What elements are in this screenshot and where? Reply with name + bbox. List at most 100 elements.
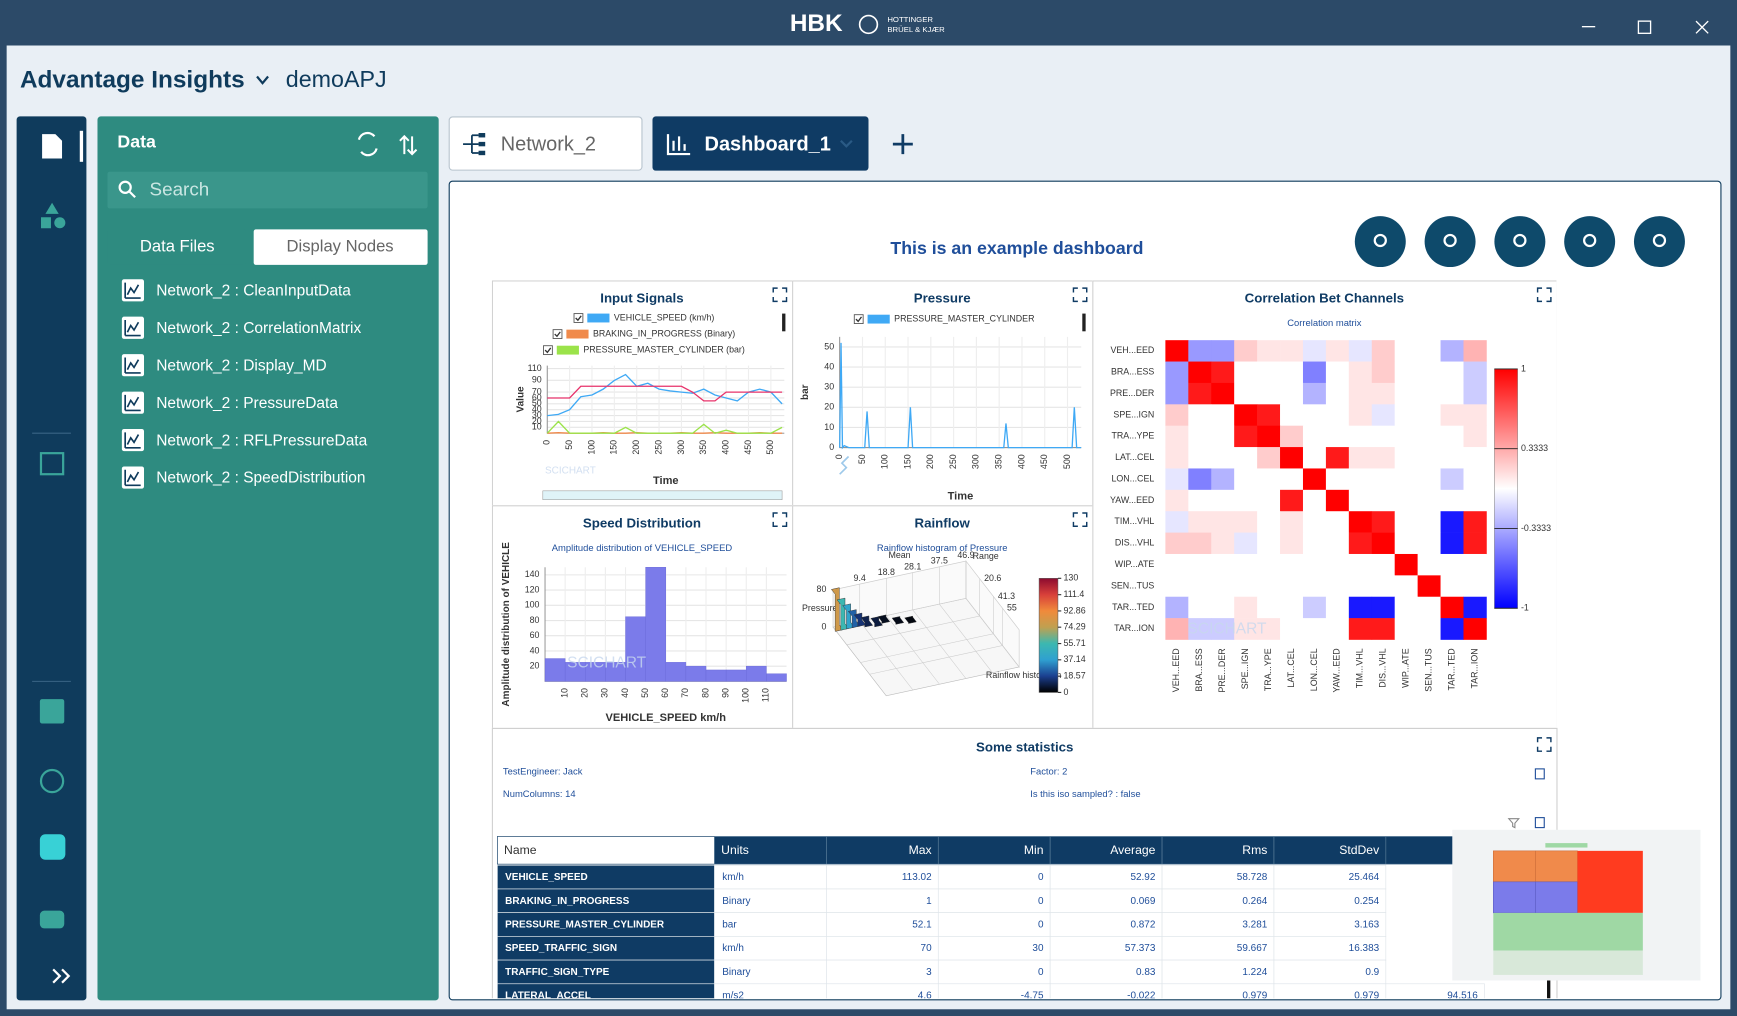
legend-item[interactable]: BRAKING_IN_PROGRESS (Binary) bbox=[552, 328, 735, 339]
heatmap-cell bbox=[1302, 532, 1327, 555]
heatmap-cell bbox=[1394, 489, 1418, 512]
expand-button[interactable] bbox=[1072, 512, 1088, 527]
heatmap-cell bbox=[1234, 532, 1258, 555]
nav-list[interactable] bbox=[39, 452, 65, 476]
heatmap-cell bbox=[1280, 425, 1304, 448]
nav-help[interactable] bbox=[39, 768, 65, 794]
refresh-button[interactable] bbox=[357, 131, 378, 157]
data-item[interactable]: Network_2 : CorrelationMatrix bbox=[121, 316, 362, 339]
network-icon bbox=[463, 134, 479, 154]
row-name: LATERAL_ACCEL bbox=[505, 991, 591, 1002]
expand-button[interactable] bbox=[1072, 287, 1088, 303]
table-value: 0.979 bbox=[1242, 991, 1267, 1002]
sort-button[interactable] bbox=[399, 134, 418, 156]
colorbar bbox=[1038, 578, 1059, 693]
chart-title: Input Signals bbox=[600, 291, 683, 306]
data-item[interactable]: Network_2 : PressureData bbox=[121, 391, 338, 414]
nav-assistant[interactable] bbox=[39, 834, 66, 860]
data-item[interactable]: Network_2 : CleanInputData bbox=[121, 279, 351, 302]
copy-button[interactable] bbox=[1534, 768, 1545, 780]
z-tick-label: 0 bbox=[821, 621, 826, 631]
heatmap-cell bbox=[1394, 447, 1418, 469]
heatmap-cell bbox=[1348, 468, 1373, 491]
heatmap-cell bbox=[1463, 532, 1487, 555]
table-value: 0.872 bbox=[1130, 919, 1155, 930]
heatmap-cell bbox=[1188, 511, 1212, 533]
heatmap-cell bbox=[1440, 340, 1464, 362]
row-label: TRA...YPE bbox=[1111, 431, 1154, 441]
data-item[interactable]: Network_2 : RFLPressureData bbox=[121, 429, 368, 452]
y-tick-label: 100 bbox=[525, 600, 540, 610]
table-value: 0 bbox=[1038, 872, 1044, 883]
copy-button[interactable] bbox=[1534, 817, 1545, 829]
legend-label: BRAKING_IN_PROGRESS (Binary) bbox=[593, 328, 735, 338]
zoom-out-button[interactable] bbox=[1494, 216, 1546, 268]
nav-shapes-dot bbox=[54, 217, 66, 229]
table-value: m/s2 bbox=[722, 991, 744, 1002]
zoom-in-button[interactable] bbox=[1354, 216, 1406, 268]
watermark: SCICHART bbox=[1188, 620, 1267, 637]
tab-display-nodes[interactable] bbox=[253, 229, 428, 265]
fit-button[interactable] bbox=[1424, 216, 1476, 268]
table-value: km/h bbox=[722, 872, 744, 883]
chart-title: Speed Distribution bbox=[583, 516, 701, 531]
heatmap-cell bbox=[1371, 618, 1396, 640]
x-tick-label: 0 bbox=[834, 454, 844, 459]
legend-item[interactable]: VEHICLE_SPEED (km/h) bbox=[573, 312, 714, 323]
x-tick-label: 100 bbox=[586, 440, 596, 455]
dashboard-tab[interactable] bbox=[652, 116, 869, 171]
heatmap-cell bbox=[1302, 511, 1327, 533]
data-item[interactable]: Network_2 : SpeedDistribution bbox=[121, 466, 366, 489]
heatmap-cell bbox=[1463, 447, 1487, 469]
expand-button[interactable] bbox=[1536, 737, 1552, 752]
stats-field: Factor: 2 bbox=[1030, 766, 1067, 777]
tab-dropdown[interactable] bbox=[840, 139, 853, 148]
app-dropdown[interactable] bbox=[256, 75, 269, 85]
grid-line bbox=[860, 596, 994, 663]
minimap-block bbox=[1577, 850, 1643, 913]
y-tick-label: 55 bbox=[1007, 603, 1017, 613]
expand-button[interactable] bbox=[1536, 287, 1552, 303]
search-box[interactable] bbox=[107, 171, 428, 209]
nav-files[interactable] bbox=[42, 134, 63, 159]
heatmap-cell bbox=[1234, 511, 1258, 533]
legend-item[interactable]: PRESSURE_MASTER_CYLINDER (bar) bbox=[543, 344, 745, 356]
filter-button[interactable] bbox=[1507, 818, 1520, 829]
x-tick-label: 400 bbox=[721, 440, 731, 455]
heatmap-cell bbox=[1371, 361, 1396, 384]
heatmap-cell bbox=[1302, 447, 1327, 469]
heatmap-cell bbox=[1211, 361, 1235, 384]
nav-robot[interactable] bbox=[39, 910, 65, 929]
lock-button[interactable] bbox=[1633, 216, 1685, 268]
expand-button[interactable] bbox=[772, 287, 788, 303]
add-tab-button[interactable] bbox=[892, 134, 913, 155]
heatmap-cell bbox=[1417, 340, 1441, 362]
download-button[interactable] bbox=[1564, 216, 1616, 268]
heatmap-cell bbox=[1211, 618, 1235, 640]
heatmap-cell bbox=[1165, 425, 1189, 448]
nav-shapes[interactable] bbox=[40, 202, 59, 229]
x-tick-label: 100 bbox=[880, 454, 890, 469]
heatmap-cell bbox=[1280, 382, 1304, 405]
close-button[interactable] bbox=[1695, 20, 1709, 34]
nav-expand[interactable] bbox=[52, 968, 71, 984]
heatmap-cell bbox=[1165, 553, 1189, 576]
heatmap-cell bbox=[1280, 575, 1304, 598]
heatmap-cell bbox=[1165, 618, 1189, 640]
heatmap-cell bbox=[1348, 489, 1373, 512]
grid-line bbox=[939, 566, 993, 673]
column-label: VEH...EED bbox=[1171, 648, 1181, 692]
network-tab[interactable] bbox=[448, 116, 643, 171]
table-header-cell bbox=[1049, 836, 1163, 865]
nav-info[interactable] bbox=[39, 699, 65, 724]
expand-button[interactable] bbox=[772, 512, 788, 527]
row-label: SPE...IGN bbox=[1113, 409, 1154, 419]
chart-panel: Speed Distribution Amplitude distribution… bbox=[491, 505, 793, 728]
tab-data-files[interactable] bbox=[107, 229, 246, 265]
legend-item[interactable]: PRESSURE_MASTER_CYLINDER bbox=[853, 313, 1034, 324]
heatmap-cell bbox=[1325, 361, 1350, 384]
maximize-button[interactable] bbox=[1637, 20, 1652, 34]
data-item[interactable]: Network_2 : Display_MD bbox=[121, 354, 327, 377]
x-tick-label: 40 bbox=[620, 688, 630, 698]
